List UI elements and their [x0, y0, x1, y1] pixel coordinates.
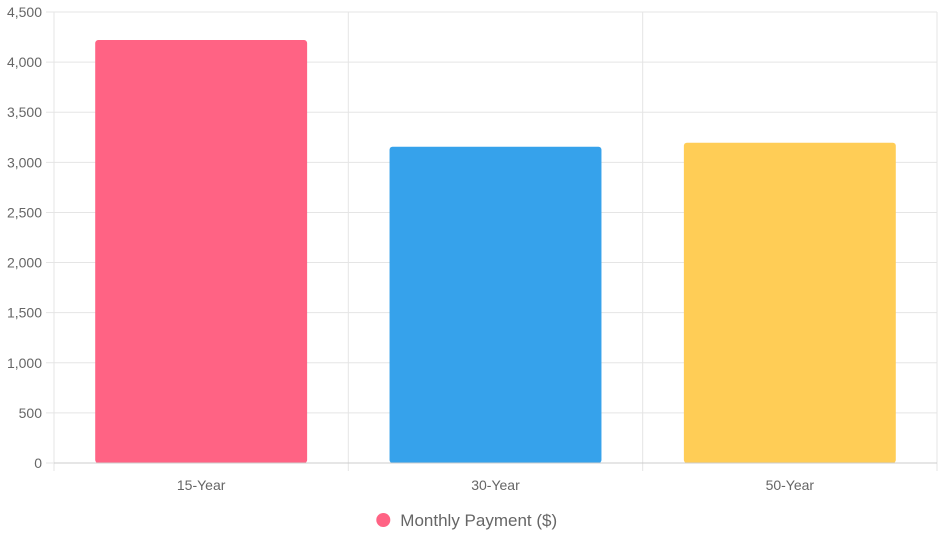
y-tick-label: 3,000	[7, 154, 42, 170]
y-tick-label: 1,500	[7, 305, 42, 321]
bar-50-year[interactable]	[683, 142, 896, 464]
legend[interactable]: Monthly Payment ($)	[376, 511, 557, 530]
axes: 0 500 1,000 1,500 2,000 2,500 3,000 3,500 4,000 4…	[7, 4, 937, 493]
legend-marker-icon	[376, 513, 391, 527]
bars	[95, 40, 896, 464]
bar-15-year[interactable]	[95, 40, 308, 463]
legend-label: Monthly Payment ($)	[400, 511, 557, 530]
y-tick-label: 4,500	[7, 4, 42, 20]
y-tick-label: 1,000	[7, 355, 42, 371]
y-tick-label: 0	[34, 455, 42, 471]
x-tick-label: 15-Year	[177, 477, 226, 493]
y-tick-label: 2,000	[7, 255, 42, 271]
y-tick-label: 3,500	[7, 104, 42, 120]
x-tick-label: 30-Year	[471, 477, 520, 493]
bar-30-year[interactable]	[389, 146, 602, 463]
x-tick-label: 50-Year	[766, 477, 815, 493]
y-tick-label: 4,000	[7, 54, 42, 70]
y-tick-label: 2,500	[7, 204, 42, 220]
y-tick-label: 500	[19, 405, 43, 421]
